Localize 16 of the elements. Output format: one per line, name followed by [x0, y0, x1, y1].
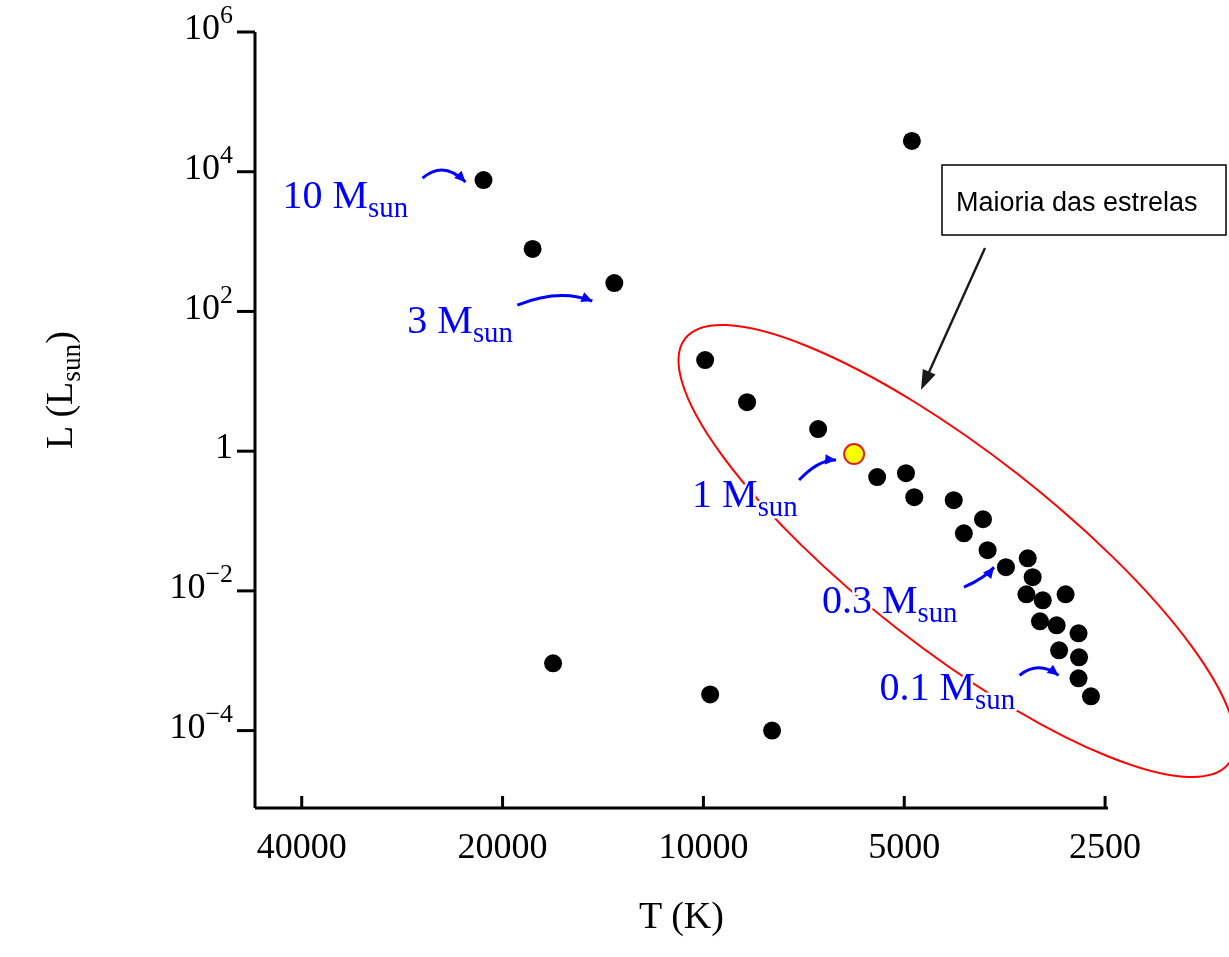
x-tick-label: 5000: [868, 826, 941, 866]
x-tick-label: 10000: [658, 826, 749, 866]
x-tick-label: 40000: [256, 826, 347, 866]
y-tick-label: 10$^{−2}$: [169, 559, 233, 607]
y-tick-label: 10$^{2}$: [184, 280, 233, 327]
y-tick-label: 10$^{4}$: [184, 140, 234, 187]
x-tick-label: 2500: [1069, 826, 1142, 866]
annotation: 10 M$_{sun}$: [282, 172, 409, 223]
annotation: 0.3 M$_{sun}$: [821, 577, 958, 628]
x-tick-label: 20000: [457, 826, 548, 866]
x-axis-title: T (K): [639, 894, 724, 937]
annotation: 3 M$_{sun}$: [407, 297, 513, 348]
y-tick-label: 10$^{6}$: [184, 0, 234, 48]
annotation: Maioria das estrelas: [956, 187, 1198, 217]
y-tick-label: 1: [215, 426, 233, 467]
y-tick-label: 10$^{−4}$: [169, 699, 234, 746]
